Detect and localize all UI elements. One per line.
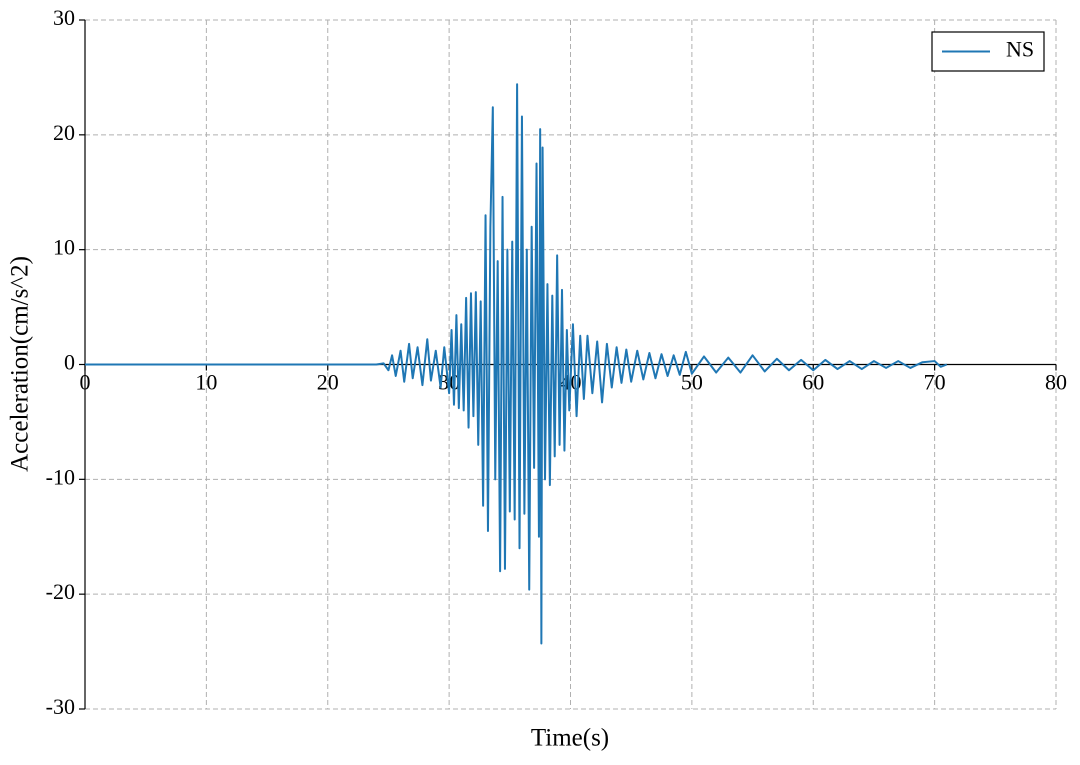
y-tick-label: -20 bbox=[46, 579, 75, 604]
y-axis-label: Acceleration(cm/s^2) bbox=[7, 256, 34, 472]
x-tick-label: 10 bbox=[195, 370, 217, 395]
y-tick-label: 30 bbox=[53, 5, 75, 30]
x-tick-label: 70 bbox=[924, 370, 946, 395]
x-tick-label: 50 bbox=[681, 370, 703, 395]
y-tick-label: -30 bbox=[46, 694, 75, 719]
legend-label: NS bbox=[1006, 37, 1034, 62]
y-tick-label: -10 bbox=[46, 464, 75, 489]
y-tick-label: 20 bbox=[53, 120, 75, 145]
y-tick-label: 0 bbox=[64, 350, 75, 375]
x-tick-label: 60 bbox=[802, 370, 824, 395]
x-axis-label: Time(s) bbox=[531, 725, 609, 752]
y-tick-label: 10 bbox=[53, 235, 75, 260]
x-tick-label: 20 bbox=[317, 370, 339, 395]
data-line bbox=[85, 83, 948, 645]
x-tick-label: 80 bbox=[1045, 370, 1067, 395]
